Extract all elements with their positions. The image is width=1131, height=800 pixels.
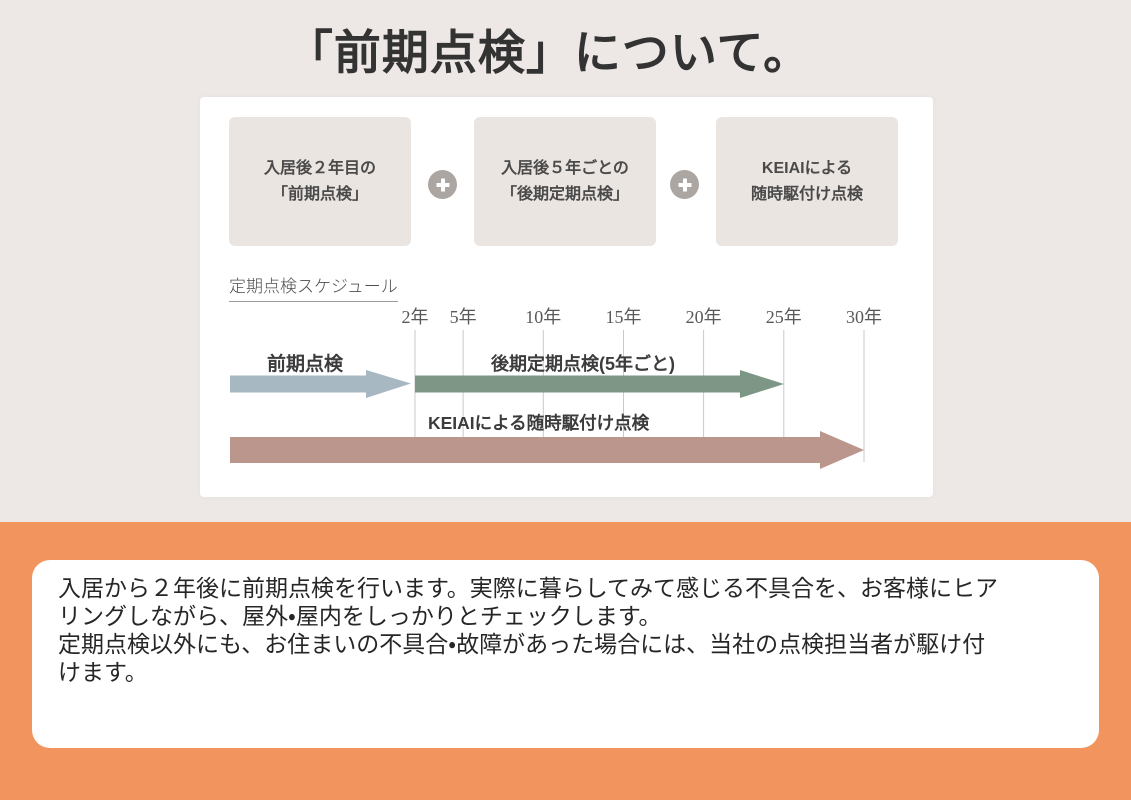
svg-text:KEIAIによる随時駆付け点検: KEIAIによる随時駆付け点検: [428, 413, 650, 433]
svg-text:後期定期点検(5年ごと): 後期定期点検(5年ごと): [490, 353, 675, 374]
svg-text:25年: 25年: [766, 307, 802, 327]
svg-text:5年: 5年: [450, 307, 477, 327]
svg-text:前期点検: 前期点検: [267, 352, 344, 375]
svg-text:10年: 10年: [525, 307, 561, 327]
svg-text:20年: 20年: [686, 307, 722, 327]
svg-text:15年: 15年: [606, 307, 642, 327]
svg-text:30年: 30年: [846, 307, 882, 327]
svg-text:2年: 2年: [402, 307, 429, 327]
